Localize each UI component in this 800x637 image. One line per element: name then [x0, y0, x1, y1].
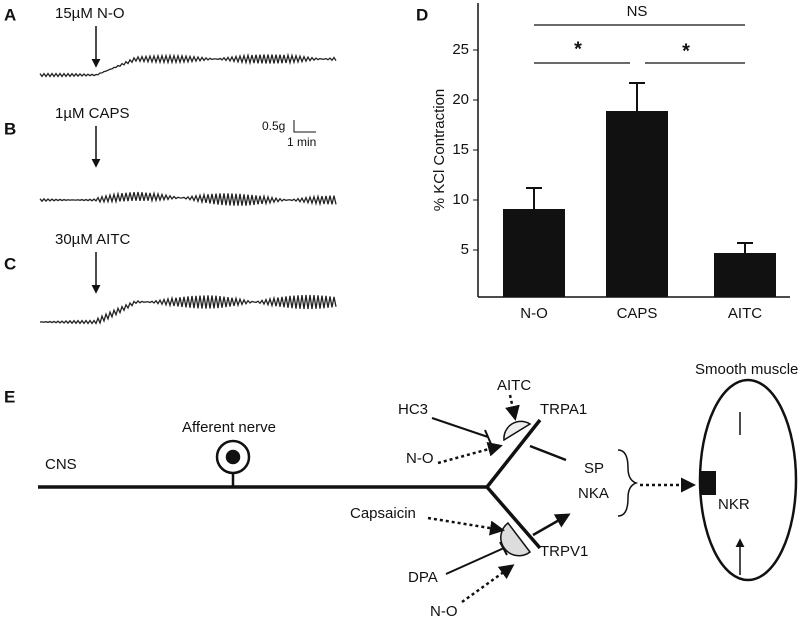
branch — [485, 418, 542, 550]
panel-label: B — [4, 119, 16, 138]
arrow — [529, 444, 568, 537]
nkr — [701, 471, 716, 495]
y-tick-label: 20 — [452, 91, 469, 108]
scale-force: 0.5g — [262, 119, 285, 133]
label: DPA — [408, 569, 438, 586]
inhibit — [445, 541, 508, 575]
label: NKA — [578, 485, 609, 502]
label: CNS — [45, 456, 77, 473]
label: HC3 — [398, 401, 428, 418]
dotted-arrow — [461, 564, 515, 604]
panel-label: A — [4, 5, 16, 24]
y-tick-label: 25 — [452, 41, 469, 58]
nucleus — [225, 449, 241, 465]
dotted-arrow — [505, 394, 520, 421]
panel-label: C — [4, 254, 16, 273]
trace-label: 30µM AITC — [55, 231, 130, 248]
traces: A B C 15µM N-O 1µM CAPS 30µM AITC 0.5g 1… — [4, 5, 337, 325]
bar-chart: D % KCl Contraction 5 10 15 20 25 N-O CAPS AITC… — [416, 3, 790, 322]
label: Capsaicin — [350, 505, 416, 522]
dotted-arrow — [437, 441, 503, 465]
y-tick-label: 15 — [452, 141, 469, 158]
significance-label: NS — [627, 3, 648, 20]
label: TRPA1 — [540, 401, 587, 418]
panel-label: E — [4, 387, 15, 406]
label: N-O — [430, 603, 458, 620]
trace — [39, 294, 337, 325]
y-tick-label: 10 — [452, 191, 469, 208]
trace-label: 15µM N-O — [55, 5, 125, 22]
x-tick-label: N-O — [520, 305, 548, 322]
label: Afferent nerve — [182, 419, 276, 436]
cell-body — [215, 439, 251, 475]
trace-label: 1µM CAPS — [55, 105, 130, 122]
y-axis-label: % KCl Contraction — [431, 89, 448, 212]
inhibit — [431, 417, 492, 445]
bar — [503, 209, 565, 297]
y-tick-label: 5 — [461, 241, 469, 258]
label: N-O — [406, 450, 434, 467]
panel-label: D — [416, 5, 428, 24]
dotted-arrow — [427, 516, 505, 536]
label: NKR — [718, 496, 750, 513]
scale-bar — [293, 120, 316, 133]
label: Smooth muscle — [695, 361, 798, 378]
x-tick-label: AITC — [728, 305, 762, 322]
trace — [39, 191, 337, 207]
scale-time: 1 min — [287, 135, 316, 149]
trpa1 — [503, 420, 532, 442]
x-tick-label: CAPS — [617, 305, 658, 322]
diagram: E CNS Afferent nerve TRPA1 TRPV1 AITC HC… — [4, 361, 798, 620]
label: SP — [584, 460, 604, 477]
error-bar — [737, 242, 753, 253]
error-bar — [629, 82, 645, 111]
label: TRPV1 — [540, 543, 588, 560]
brace — [617, 449, 639, 517]
bar — [714, 253, 776, 297]
significance-label: * — [682, 40, 690, 62]
bar — [606, 111, 668, 297]
label: AITC — [497, 377, 531, 394]
smooth-muscle — [698, 378, 798, 582]
significance-label: * — [574, 38, 582, 60]
trace — [39, 52, 337, 78]
error-bar — [526, 187, 542, 209]
